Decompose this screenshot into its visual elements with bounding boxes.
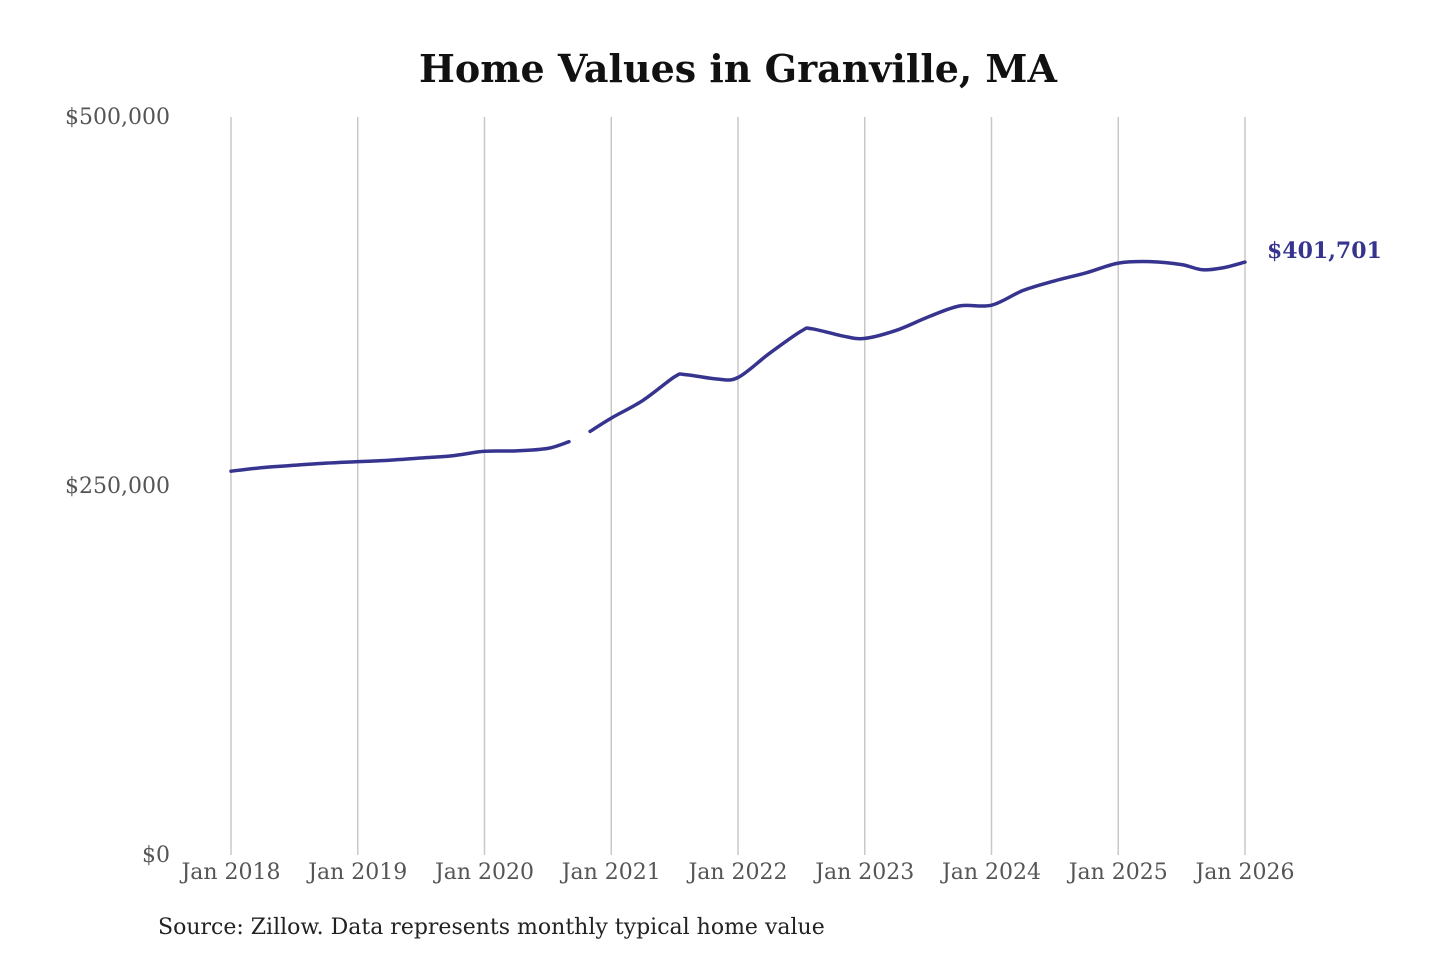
x-tick-label: Jan 2021 [560,860,661,885]
x-tick-label: Jan 2019 [306,860,407,885]
source-note: Source: Zillow. Data represents monthly … [158,915,825,940]
x-tick-label: Jan 2025 [1067,860,1168,885]
x-tick-label: Jan 2020 [433,860,534,885]
y-axis: $0 $250,000 $500,000 [65,105,170,868]
chart-title: Home Values in Granville, MA [419,46,1057,91]
x-tick-label: Jan 2018 [179,860,280,885]
series-line-segment [588,259,1247,434]
x-tick-label: Jan 2023 [813,860,914,885]
series-home-value [229,259,1247,473]
y-tick-label: $250,000 [65,474,170,499]
end-value-label: $401,701 [1267,238,1382,264]
x-tick-label: Jan 2022 [686,860,787,885]
x-tick-label: Jan 2024 [940,860,1041,885]
y-tick-label: $500,000 [65,105,170,130]
grid-lines [230,117,1246,855]
x-tick-label: Jan 2026 [1193,860,1294,885]
series-line-segment [229,439,571,473]
y-tick-label: $0 [142,843,170,868]
x-axis: Jan 2018 Jan 2019 Jan 2020 Jan 2021 Jan 2022… [179,860,1294,885]
